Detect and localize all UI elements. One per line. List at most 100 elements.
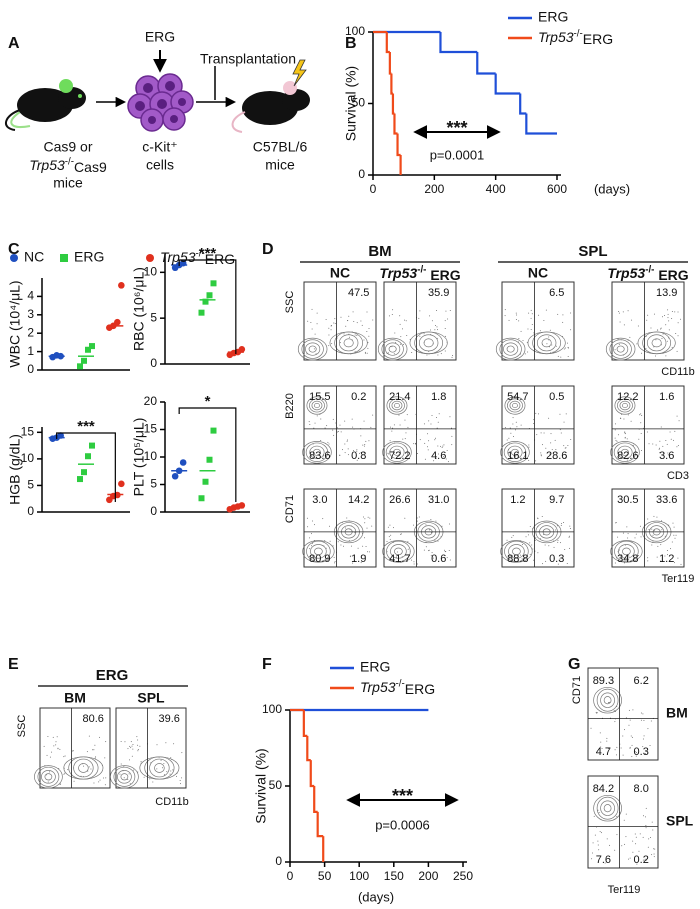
flow-event xyxy=(95,756,97,758)
significance-bracket xyxy=(56,432,116,502)
flow-event xyxy=(415,442,417,444)
flow-event xyxy=(560,523,562,525)
flow-event xyxy=(666,443,668,445)
flow-event xyxy=(363,452,365,454)
flow-event xyxy=(445,458,447,460)
flow-event xyxy=(520,424,522,426)
flow-event xyxy=(123,777,125,779)
flow-event xyxy=(600,832,602,834)
p-value: p=0.0006 xyxy=(375,817,430,832)
flow-event xyxy=(673,562,675,564)
panel-label: E xyxy=(8,656,19,673)
gate-percent: 4.6 xyxy=(431,450,446,462)
flow-event xyxy=(413,443,415,445)
flow-event xyxy=(166,771,168,773)
flow-event xyxy=(43,745,45,747)
flow-event xyxy=(533,559,535,561)
flow-event xyxy=(600,746,602,748)
flow-event xyxy=(673,534,675,536)
flow-event xyxy=(653,856,655,858)
axis-label: CD11b xyxy=(155,796,188,808)
flow-event xyxy=(316,323,318,325)
flow-contour xyxy=(382,441,412,464)
flow-event xyxy=(564,347,566,349)
flow-contour xyxy=(394,402,400,409)
flow-event xyxy=(444,350,446,352)
flow-event xyxy=(672,522,674,524)
flow-event xyxy=(538,413,540,415)
flow-event xyxy=(534,539,536,541)
flow-event xyxy=(529,553,531,555)
row-label: SPL xyxy=(666,813,694,829)
flow-contour xyxy=(506,345,515,353)
y-tick-label: 5 xyxy=(150,477,157,491)
flow-event xyxy=(567,355,569,357)
panel-label: D xyxy=(262,241,274,258)
flow-event xyxy=(308,556,310,558)
flow-event xyxy=(128,759,130,761)
flow-event xyxy=(437,354,439,356)
flow-event xyxy=(173,743,175,745)
schematic-label: Cas9 or xyxy=(43,139,92,155)
flow-event xyxy=(515,455,517,457)
flow-event xyxy=(388,315,390,317)
schematic-label: mice xyxy=(265,157,295,173)
flow-event xyxy=(656,516,658,518)
flow-event xyxy=(660,426,662,428)
flow-event xyxy=(540,452,542,454)
x-tick-label: 50 xyxy=(318,869,332,883)
flow-event xyxy=(512,535,514,537)
flow-event xyxy=(424,442,426,444)
flow-event xyxy=(515,421,517,423)
flow-event xyxy=(537,552,539,554)
flow-density xyxy=(590,686,654,758)
flow-event xyxy=(428,529,430,531)
flow-event xyxy=(435,417,437,419)
flow-event xyxy=(640,712,642,714)
flow-contour xyxy=(329,331,368,355)
flow-event xyxy=(372,414,374,416)
flow-contour xyxy=(512,547,521,556)
flow-event xyxy=(353,320,355,322)
flow-event xyxy=(637,555,639,557)
significance: * xyxy=(205,393,211,410)
flow-event xyxy=(404,319,406,321)
flow-event xyxy=(446,557,448,559)
flow-event xyxy=(131,755,133,757)
flow-event xyxy=(314,333,316,335)
flow-event xyxy=(627,414,629,416)
flow-event xyxy=(568,547,570,549)
flow-event xyxy=(430,554,432,556)
flow-event xyxy=(354,334,356,336)
flow-event xyxy=(549,453,551,455)
flow-contour xyxy=(603,804,612,813)
flow-event xyxy=(392,427,394,429)
flow-contour xyxy=(596,796,619,820)
flow-event xyxy=(557,355,559,357)
flow-event xyxy=(413,563,415,565)
flow-event xyxy=(551,449,553,451)
gate-percent: 0.6 xyxy=(431,553,446,565)
flow-event xyxy=(532,548,534,550)
flow-event xyxy=(368,440,370,442)
flow-event xyxy=(119,773,121,775)
y-tick-label: 10 xyxy=(144,449,158,463)
flow-event xyxy=(405,432,407,434)
flow-event xyxy=(550,442,552,444)
flow-event xyxy=(99,779,101,781)
axis-label: CD71 xyxy=(284,495,296,523)
flow-event xyxy=(680,318,682,320)
flow-event xyxy=(642,738,644,740)
gate-percent: 1.6 xyxy=(659,391,674,403)
flow-event xyxy=(636,343,638,345)
gate-percent: 80.6 xyxy=(82,713,103,725)
flow-event xyxy=(550,433,552,435)
flow-event xyxy=(645,825,647,827)
y-axis-label: RBC (10⁶/μL) xyxy=(131,267,147,351)
flow-event xyxy=(363,537,365,539)
flow-event xyxy=(331,343,333,345)
data-point xyxy=(85,346,91,353)
flow-event xyxy=(590,727,592,729)
y-tick-label: 0 xyxy=(27,504,34,518)
flow-event xyxy=(90,768,92,770)
